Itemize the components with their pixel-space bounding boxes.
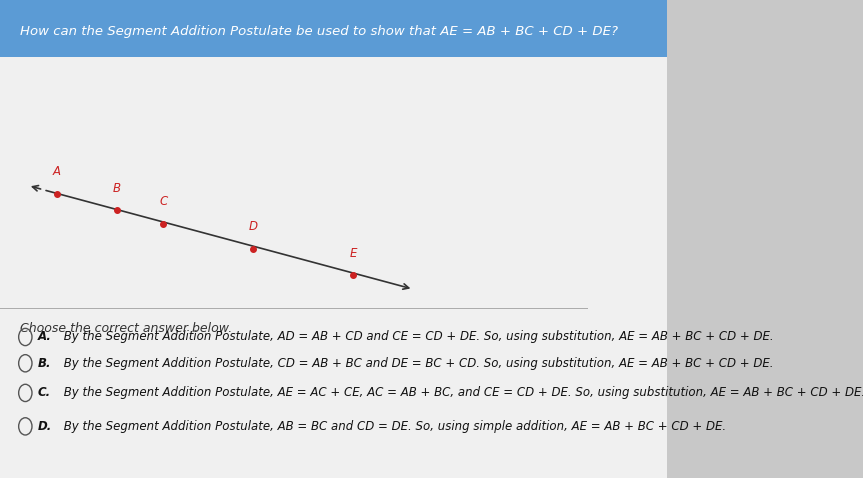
FancyBboxPatch shape [0, 0, 666, 478]
Text: By the Segment Addition Postulate, CD = AB + BC and DE = BC + CD. So, using subs: By the Segment Addition Postulate, CD = … [60, 357, 773, 370]
Text: E: E [350, 247, 357, 260]
Text: Choose the correct answer below.: Choose the correct answer below. [20, 322, 232, 335]
FancyBboxPatch shape [0, 0, 666, 57]
Text: B: B [113, 182, 121, 195]
Text: A.: A. [37, 330, 51, 344]
Text: D: D [249, 220, 258, 233]
Text: B.: B. [37, 357, 51, 370]
Text: D.: D. [37, 420, 52, 433]
Text: How can the Segment Addition Postulate be used to show that AE = AB + BC + CD + : How can the Segment Addition Postulate b… [20, 24, 618, 38]
Text: By the Segment Addition Postulate, AE = AC + CE, AC = AB + BC, and CE = CD + DE.: By the Segment Addition Postulate, AE = … [60, 386, 863, 400]
Text: By the Segment Addition Postulate, AB = BC and CD = DE. So, using simple additio: By the Segment Addition Postulate, AB = … [60, 420, 726, 433]
Text: A: A [53, 165, 60, 178]
Text: C.: C. [37, 386, 50, 400]
Text: By the Segment Addition Postulate, AD = AB + CD and CE = CD + DE. So, using subs: By the Segment Addition Postulate, AD = … [60, 330, 773, 344]
Text: C: C [159, 196, 167, 208]
